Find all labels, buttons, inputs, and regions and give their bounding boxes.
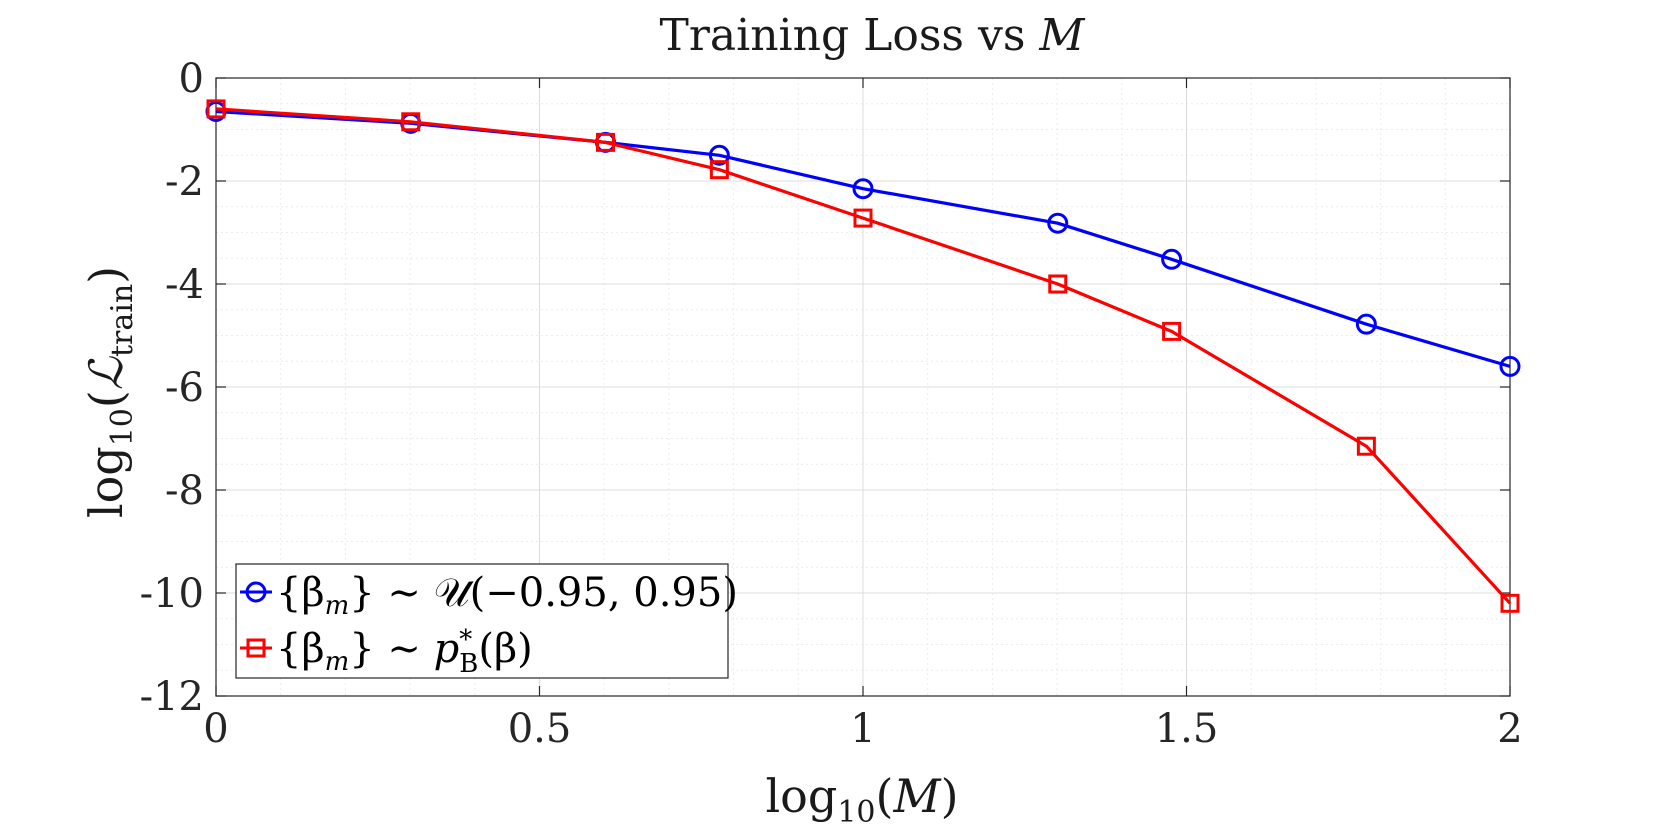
data-point-circle — [1355, 313, 1377, 335]
data-point-circle — [708, 144, 730, 166]
legend-label-uniform: {βm} ∼ 𝒰(−0.95, 0.95) — [276, 570, 738, 621]
data-point-circle — [1047, 212, 1069, 234]
chart-title: Training Loss vs M — [660, 10, 1086, 61]
data-point-circle — [852, 178, 874, 200]
x-tick-label: 0 — [203, 706, 228, 752]
data-point-square — [1162, 321, 1182, 341]
x-tick-label: 1 — [850, 706, 875, 752]
y-tick-label: -8 — [165, 468, 204, 514]
data-point-square — [1500, 593, 1520, 613]
data-point-square — [709, 160, 729, 180]
y-tick-label: -2 — [165, 159, 204, 205]
series-line — [215, 107, 1512, 605]
legend-label-optimal: {βm} ∼ p* B(β) — [276, 625, 533, 679]
y-tick-label: -10 — [140, 571, 204, 617]
legend-box — [235, 563, 729, 679]
data-point-square — [595, 132, 615, 152]
data-point-square — [1356, 436, 1376, 456]
x-tick-label: 1.5 — [1155, 706, 1219, 752]
y-tick-labels: 0 -2 -4 -6 -8 -10 -12 — [140, 56, 204, 720]
x-tick-labels: 0 0.5 1 1.5 2 — [203, 706, 1522, 752]
data-point-circle — [1499, 355, 1521, 377]
legend-marker-circle — [245, 581, 267, 603]
y-tick-label: -12 — [140, 674, 204, 720]
data-point-square — [401, 112, 421, 132]
legend-entry-uniform: {βm} ∼ 𝒰(−0.95, 0.95) — [240, 570, 738, 621]
y-tick-label: -4 — [165, 262, 204, 308]
x-tick-label: 0.5 — [508, 706, 572, 752]
legend-marker-square — [246, 638, 266, 658]
legend-entry-optimal: {βm} ∼ p* B(β) — [240, 625, 533, 679]
data-point-square — [206, 99, 226, 119]
y-axis-label: log10(ℒtrain) — [79, 266, 140, 518]
x-tick-label: 2 — [1497, 706, 1522, 752]
x-axis-label: log10(M) — [765, 769, 958, 830]
y-tick-label: -6 — [165, 365, 204, 411]
series-optimal — [206, 99, 1520, 613]
axis-ticks — [215, 77, 1511, 697]
data-point-square — [1048, 274, 1068, 294]
data-point-square — [853, 208, 873, 228]
series-layer — [205, 99, 1521, 613]
legend: {βm} ∼ 𝒰(−0.95, 0.95) {βm} ∼ p* B(β) — [235, 563, 738, 679]
y-tick-label: 0 — [179, 56, 204, 102]
data-point-circle — [1161, 248, 1183, 270]
